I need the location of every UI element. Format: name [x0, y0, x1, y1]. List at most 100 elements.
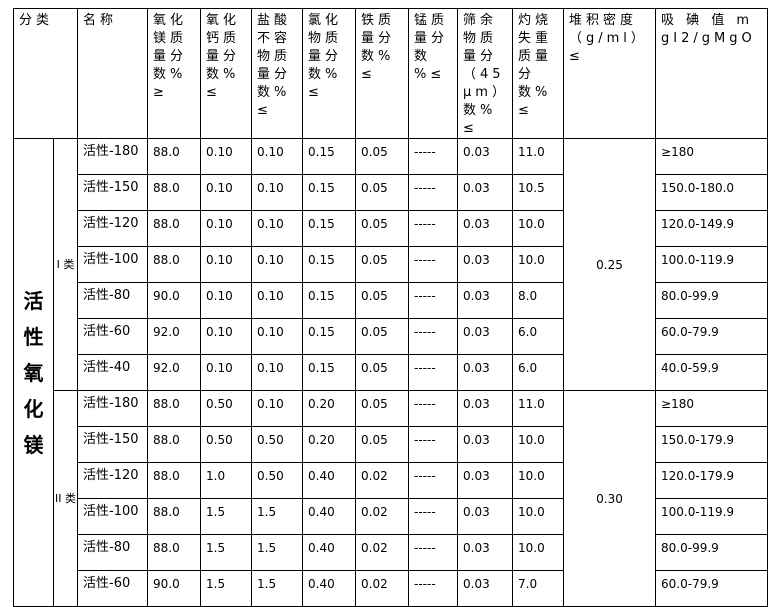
value-cell: 0.10 [200, 138, 253, 175]
value-cell: 0.03 [457, 498, 514, 535]
value-cell: 10.5 [512, 174, 565, 211]
group-label: II 类 [52, 390, 79, 607]
table-row: 活性-60 92.0 0.10 0.10 0.15 0.05 ----- 0.03 6.0 60.… [14, 318, 769, 355]
value-cell: 0.10 [200, 174, 253, 211]
value-cell: 0.05 [355, 390, 410, 427]
header-cell: 分类 [12, 8, 79, 139]
value-cell: 88.0 [147, 390, 202, 427]
header-cell: 锰质量分数 %≤ [408, 8, 459, 139]
value-cell: 92.0 [147, 318, 202, 355]
value-cell: ----- [408, 426, 459, 463]
value-cell: 0.05 [355, 354, 410, 391]
value-cell: ≥180 [655, 138, 769, 175]
header-cell: 氧化镁质量分数%≥ [147, 8, 202, 139]
product-name: 活性-120 [77, 462, 149, 499]
value-cell: 0.10 [251, 138, 304, 175]
table-row: 活性-80 90.0 0.10 0.10 0.15 0.05 ----- 0.03 8.0 80.… [14, 282, 769, 319]
value-cell: 0.05 [355, 174, 410, 211]
value-cell: 0.10 [200, 318, 253, 355]
value-cell: ----- [408, 282, 459, 319]
value-cell: 0.03 [457, 534, 514, 571]
value-cell: ----- [408, 138, 459, 175]
header-cell: 氯化物质量分数%≤ [302, 8, 357, 139]
value-cell: 0.03 [457, 390, 514, 427]
value-cell: 0.03 [457, 426, 514, 463]
value-cell: 88.0 [147, 426, 202, 463]
value-cell: 0.15 [302, 318, 357, 355]
product-name: 活性-150 [77, 426, 149, 463]
value-cell: 8.0 [512, 282, 565, 319]
table-row: 活性-100 88.0 0.10 0.10 0.15 0.05 ----- 0.03 10.0 1… [14, 246, 769, 283]
value-cell: ----- [408, 246, 459, 283]
value-cell: 80.0-99.9 [655, 534, 769, 571]
value-cell: 60.0-79.9 [655, 570, 769, 607]
value-cell: 0.05 [355, 318, 410, 355]
bulk-density-cell: 0.30 [563, 390, 657, 607]
value-cell: ----- [408, 462, 459, 499]
table-row: 活性氧化镁 I 类活性-180 88.0 0.10 0.10 0.15 0.05 ----- 0… [13, 138, 769, 607]
value-cell: 0.15 [302, 282, 357, 319]
value-cell: 90.0 [147, 570, 202, 607]
header-cell: 氧化钙质量分数%≤ [200, 8, 253, 139]
value-cell: 10.0 [512, 534, 565, 571]
value-cell: ----- [408, 498, 459, 535]
header-cell: 盐酸不容物质量分数%≤ [251, 8, 304, 139]
value-cell: 0.15 [302, 138, 357, 175]
value-cell: 0.40 [302, 570, 357, 607]
header-cell: 灼烧失重质量分数%≤ [512, 8, 565, 139]
value-cell: 1.5 [200, 570, 253, 607]
value-cell: 0.02 [355, 498, 410, 535]
value-cell: 0.10 [251, 282, 304, 319]
category-cell: 活性氧化镁 [13, 138, 54, 607]
value-cell: 100.0-119.9 [655, 246, 769, 283]
value-cell: 150.0-180.0 [655, 174, 769, 211]
value-cell: 0.05 [355, 426, 410, 463]
value-cell: 1.0 [200, 462, 253, 499]
value-cell: 0.05 [355, 138, 410, 175]
value-cell: 0.03 [457, 282, 514, 319]
product-name: 活性-180 [77, 390, 149, 427]
value-cell: 150.0-179.9 [655, 426, 769, 463]
category-label: 活性氧化镁 [23, 288, 44, 457]
value-cell: ----- [408, 210, 459, 247]
value-cell: 88.0 [147, 210, 202, 247]
value-cell: 0.10 [200, 282, 253, 319]
value-cell: 88.0 [147, 534, 202, 571]
table-row: 活性-80 88.0 1.5 1.5 0.40 0.02 ----- 0.03 10.0 80.0… [14, 534, 769, 571]
value-cell: 0.10 [251, 318, 304, 355]
value-cell: 0.10 [200, 354, 253, 391]
magnesium-oxide-spec-table: 分类 名称 氧化镁质量分数%≥ 氧化钙质量分数%≤ 盐酸不容物质量分数%≤ 氯化物质量分数… [12, 8, 769, 607]
value-cell: 0.50 [200, 390, 253, 427]
value-cell: 88.0 [147, 174, 202, 211]
value-cell: 6.0 [512, 354, 565, 391]
header-cell: 堆积密度（g/ml）≤ [563, 8, 657, 139]
value-cell: ----- [408, 354, 459, 391]
value-cell: 60.0-79.9 [655, 318, 769, 355]
value-cell: 11.0 [512, 390, 565, 427]
value-cell: 0.10 [251, 354, 304, 391]
value-cell: 0.03 [457, 570, 514, 607]
value-cell: 0.10 [200, 246, 253, 283]
value-cell: 10.0 [512, 426, 565, 463]
header-cell: 筛余物质量分（45μm）数%≤ [457, 8, 514, 139]
value-cell: 0.20 [302, 426, 357, 463]
value-cell: 90.0 [147, 282, 202, 319]
value-cell: 0.03 [457, 318, 514, 355]
value-cell: ----- [408, 174, 459, 211]
header-row: 分类 名称 氧化镁质量分数%≥ 氧化钙质量分数%≤ 盐酸不容物质量分数%≤ 氯化物质量分数… [12, 8, 769, 139]
value-cell: 0.10 [251, 174, 304, 211]
value-cell: 0.40 [302, 498, 357, 535]
value-cell: 80.0-99.9 [655, 282, 769, 319]
value-cell: 0.05 [355, 210, 410, 247]
value-cell: 0.15 [302, 210, 357, 247]
value-cell: 0.03 [457, 174, 514, 211]
header-cell: 名称 [77, 8, 149, 139]
table-row: II 类活性-180 88.0 0.50 0.10 0.20 0.05 ----- 0.03 1… [14, 390, 769, 607]
value-cell: 88.0 [147, 462, 202, 499]
product-name: 活性-180 [77, 138, 149, 175]
value-cell: 1.5 [251, 570, 304, 607]
value-cell: 0.03 [457, 246, 514, 283]
value-cell: ----- [408, 570, 459, 607]
value-cell: 6.0 [512, 318, 565, 355]
value-cell: 40.0-59.9 [655, 354, 769, 391]
